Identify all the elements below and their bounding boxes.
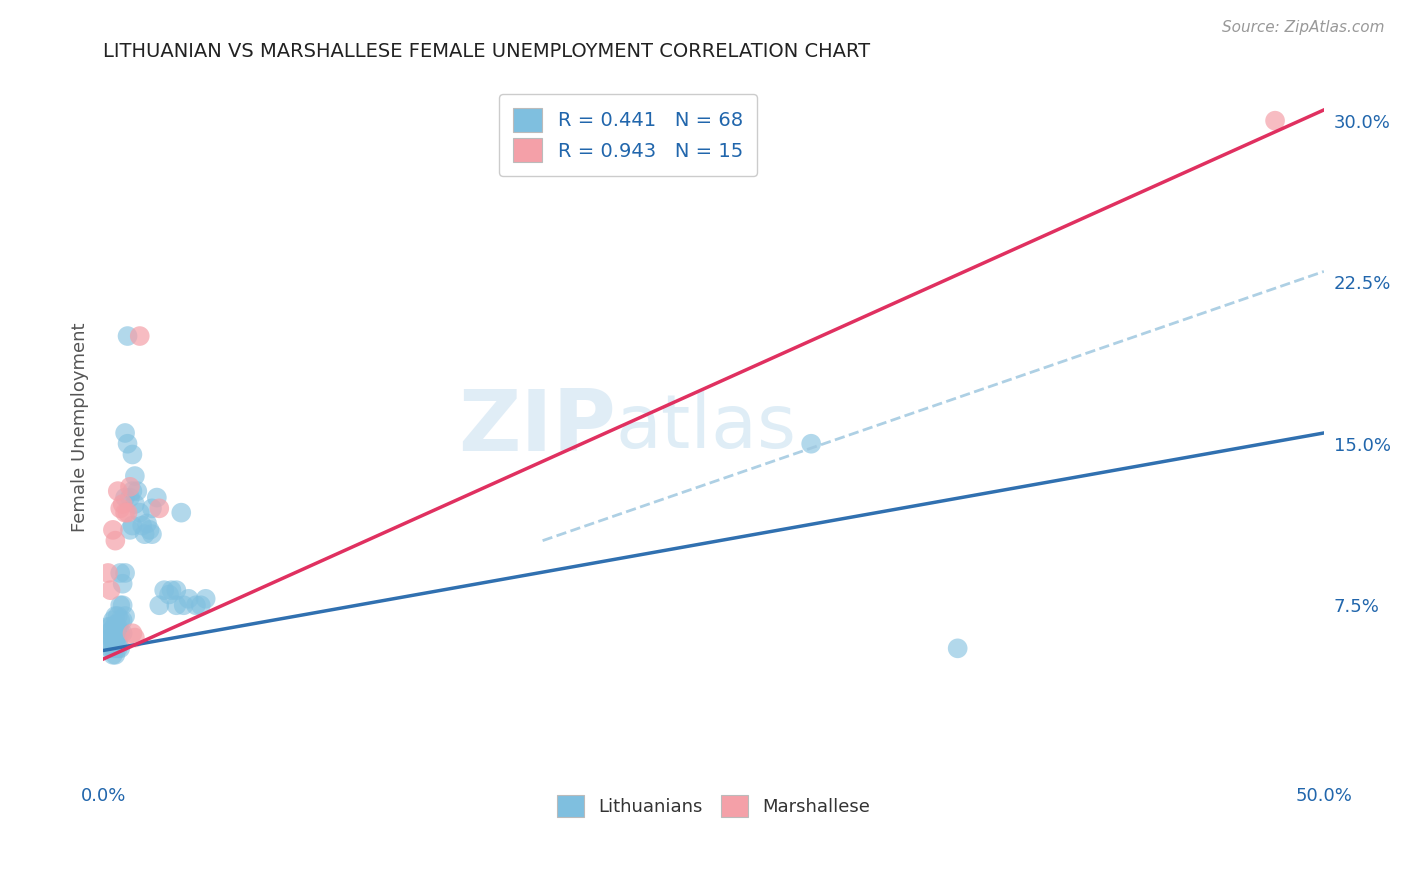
- Point: [157, 587, 180, 601]
- Point: [104, 641, 127, 656]
- Point: [127, 484, 149, 499]
- Point: [107, 641, 129, 656]
- Point: [100, 620, 122, 634]
- Point: [101, 631, 124, 645]
- Point: [153, 583, 176, 598]
- Point: [141, 527, 163, 541]
- Point: [136, 516, 159, 531]
- Point: [107, 626, 129, 640]
- Point: [110, 566, 132, 580]
- Point: [117, 329, 139, 343]
- Point: [111, 626, 134, 640]
- Point: [104, 626, 127, 640]
- Point: [121, 448, 143, 462]
- Point: [173, 599, 195, 613]
- Point: [101, 641, 124, 656]
- Point: [114, 491, 136, 505]
- Point: [97, 626, 120, 640]
- Point: [110, 626, 132, 640]
- Point: [111, 497, 134, 511]
- Point: [104, 635, 127, 649]
- Point: [117, 436, 139, 450]
- Point: [110, 501, 132, 516]
- Point: [114, 566, 136, 580]
- Point: [194, 591, 217, 606]
- Point: [110, 613, 132, 627]
- Point: [97, 620, 120, 634]
- Text: LITHUANIAN VS MARSHALLESE FEMALE UNEMPLOYMENT CORRELATION CHART: LITHUANIAN VS MARSHALLESE FEMALE UNEMPLO…: [103, 42, 870, 61]
- Point: [165, 599, 187, 613]
- Point: [190, 599, 212, 613]
- Point: [134, 527, 156, 541]
- Point: [124, 469, 146, 483]
- Point: [100, 641, 122, 656]
- Point: [138, 523, 160, 537]
- Point: [117, 506, 139, 520]
- Point: [1264, 113, 1286, 128]
- Point: [124, 631, 146, 645]
- Point: [946, 641, 969, 656]
- Point: [101, 523, 124, 537]
- Point: [101, 613, 124, 627]
- Point: [141, 501, 163, 516]
- Point: [177, 591, 200, 606]
- Point: [170, 506, 193, 520]
- Text: Source: ZipAtlas.com: Source: ZipAtlas.com: [1222, 20, 1385, 35]
- Point: [165, 583, 187, 598]
- Text: atlas: atlas: [616, 391, 797, 464]
- Point: [800, 436, 823, 450]
- Point: [148, 599, 170, 613]
- Point: [160, 583, 183, 598]
- Point: [128, 506, 150, 520]
- Point: [146, 491, 169, 505]
- Y-axis label: Female Unemployment: Female Unemployment: [72, 323, 89, 533]
- Point: [124, 497, 146, 511]
- Point: [101, 648, 124, 662]
- Point: [101, 635, 124, 649]
- Point: [107, 635, 129, 649]
- Point: [114, 425, 136, 440]
- Point: [121, 626, 143, 640]
- Point: [104, 648, 127, 662]
- Point: [148, 501, 170, 516]
- Point: [110, 599, 132, 613]
- Point: [100, 635, 122, 649]
- Point: [104, 617, 127, 632]
- Point: [107, 484, 129, 499]
- Point: [184, 599, 207, 613]
- Point: [97, 566, 120, 580]
- Point: [118, 523, 141, 537]
- Point: [100, 631, 122, 645]
- Point: [111, 599, 134, 613]
- Point: [101, 622, 124, 636]
- Point: [104, 533, 127, 548]
- Point: [111, 576, 134, 591]
- Point: [114, 609, 136, 624]
- Point: [121, 518, 143, 533]
- Point: [107, 609, 129, 624]
- Point: [118, 480, 141, 494]
- Point: [131, 518, 153, 533]
- Point: [114, 506, 136, 520]
- Text: ZIP: ZIP: [458, 386, 616, 469]
- Point: [118, 491, 141, 505]
- Point: [121, 484, 143, 499]
- Point: [128, 329, 150, 343]
- Point: [111, 613, 134, 627]
- Point: [100, 583, 122, 598]
- Point: [107, 620, 129, 634]
- Point: [104, 609, 127, 624]
- Legend: Lithuanians, Marshallese: Lithuanians, Marshallese: [550, 788, 877, 824]
- Point: [110, 641, 132, 656]
